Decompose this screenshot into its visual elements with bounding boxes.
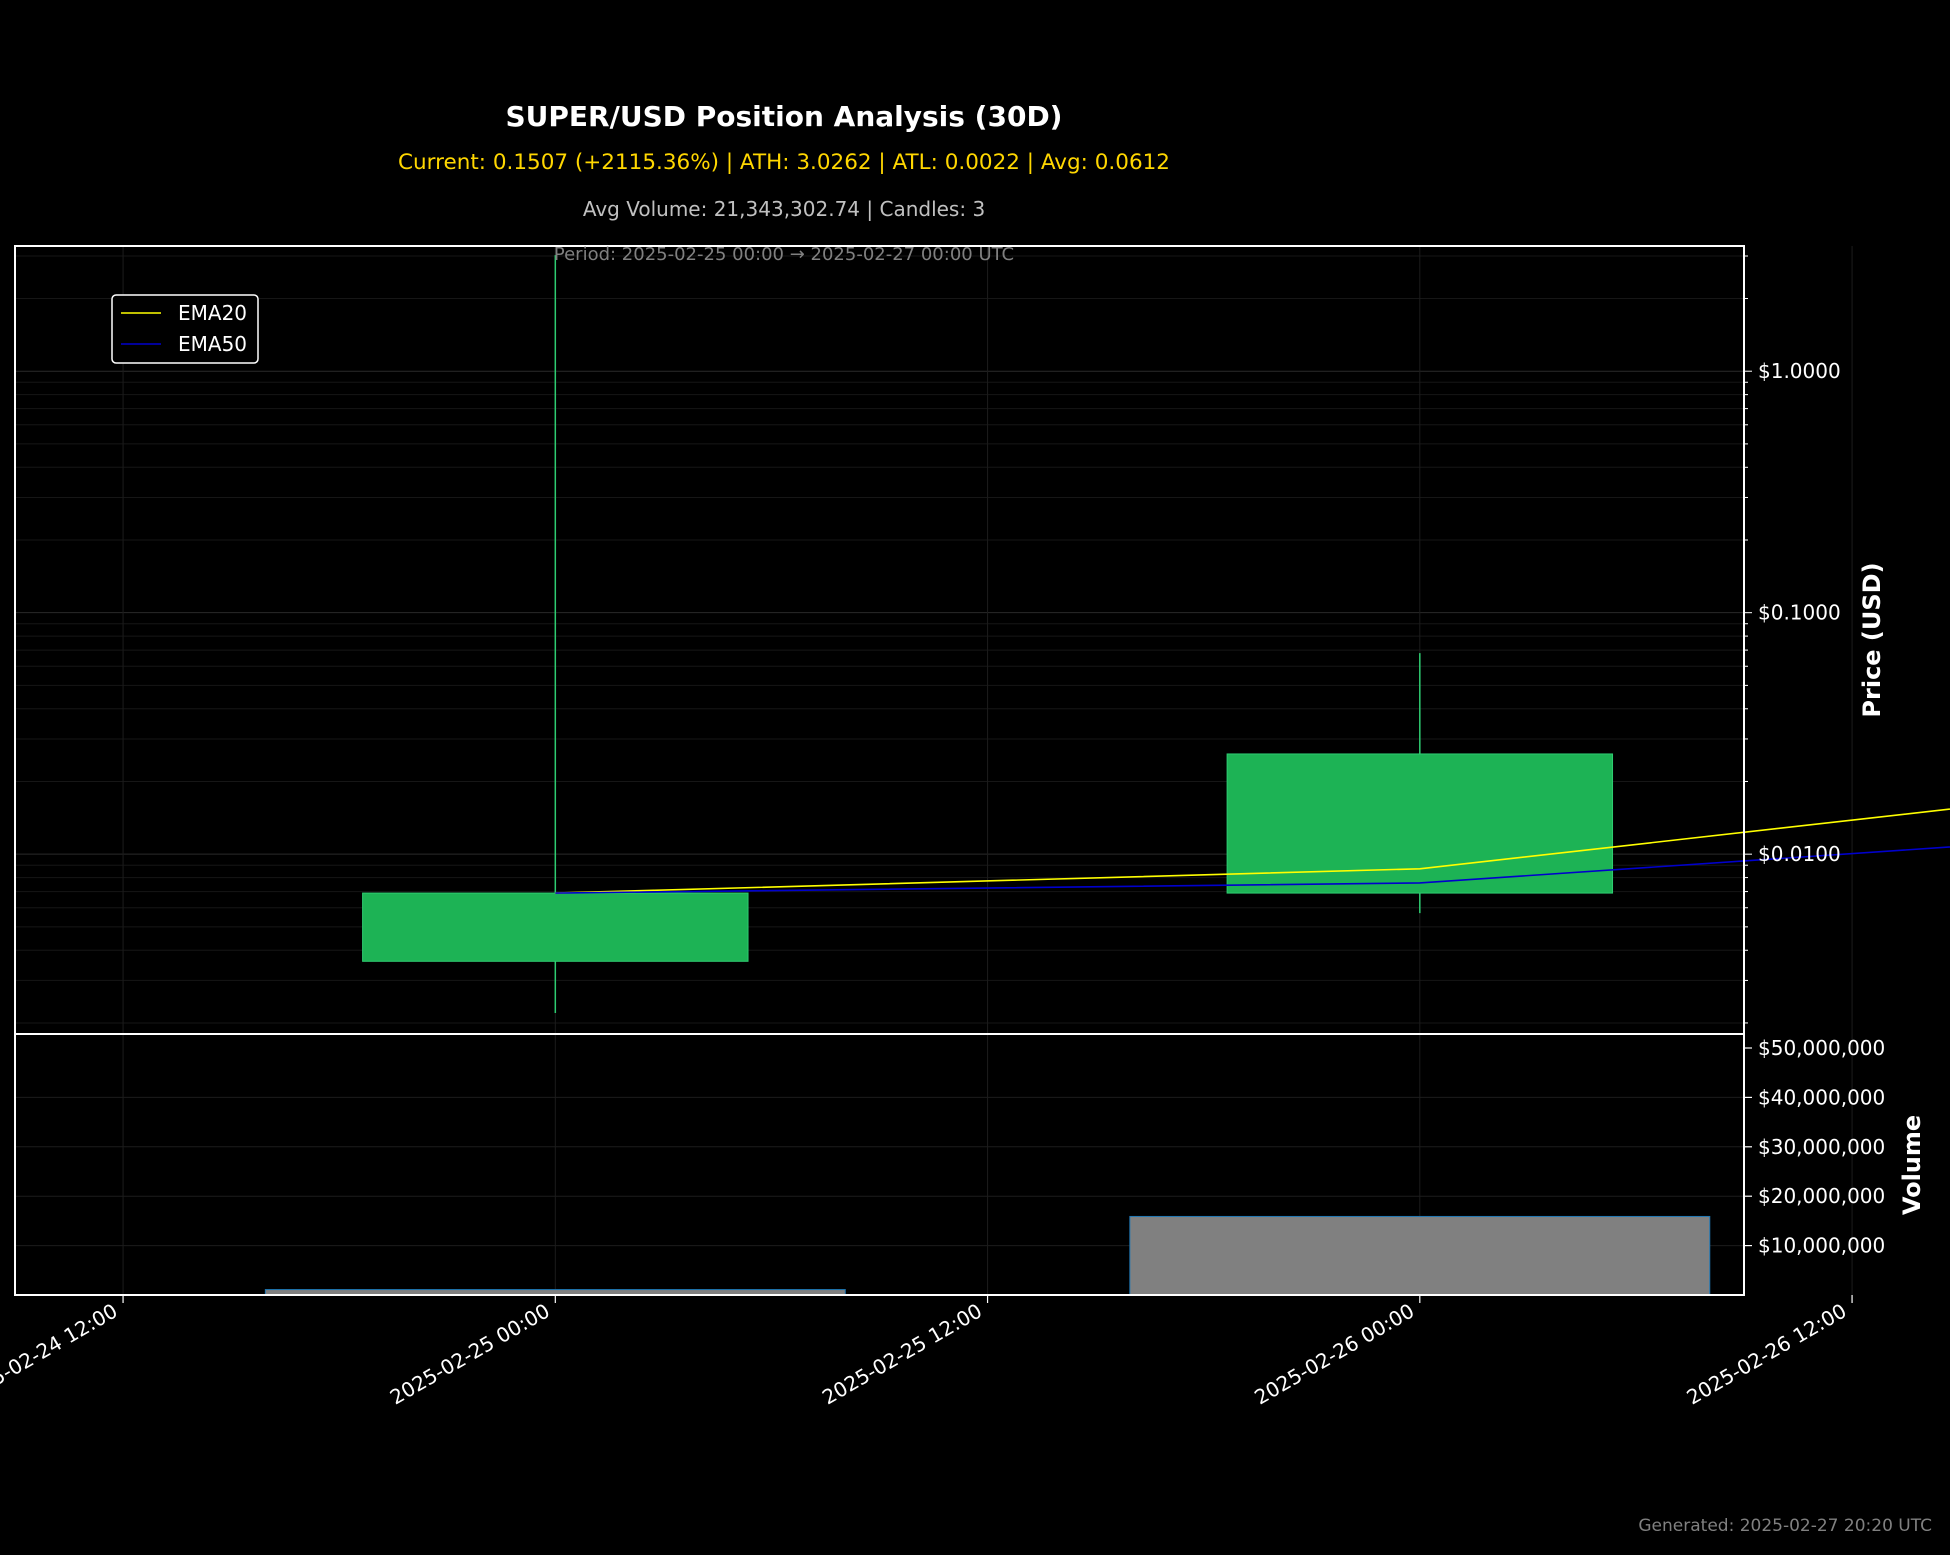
volume-bar — [1129, 1215, 1711, 1296]
legend-ema50-label: EMA50 — [178, 332, 247, 356]
price-panel-frame — [14, 245, 1745, 1035]
x-tick-label: 2025-02-26 00:00 — [1250, 1299, 1418, 1410]
grid — [15, 246, 1853, 1295]
price-axis-label: Price (USD) — [1858, 562, 1886, 717]
legend-box — [111, 294, 259, 364]
chart-period: Period: 2025-02-25 00:00 → 2025-02-27 00… — [553, 244, 1015, 265]
chart-title: SUPER/USD Position Analysis (30D) — [505, 100, 1063, 133]
volume-panel-frame — [14, 1033, 1745, 1296]
legend-ema20-label: EMA20 — [178, 301, 247, 325]
x-tick-label: 2025-02-25 12:00 — [818, 1299, 986, 1410]
volume-tick-label: $40,000,000 — [1758, 1085, 1885, 1109]
candle-body — [362, 892, 749, 962]
price-tick-label: $0.1000 — [1758, 601, 1841, 625]
x-tick-label: 2025-02-25 00:00 — [386, 1299, 554, 1410]
x-tick-label: 2025-02-24 12:00 — [0, 1299, 122, 1410]
ema20-line — [555, 808, 1950, 894]
volume-bars — [264, 1215, 1711, 1296]
legend: EMA20 EMA50 — [111, 294, 259, 364]
ema50-line — [555, 846, 1950, 894]
generated-timestamp: Generated: 2025-02-27 20:20 UTC — [1638, 1516, 1932, 1536]
x-tick-label: 2025-02-26 12:00 — [1682, 1299, 1850, 1410]
candles — [362, 255, 1614, 1013]
volume-tick-label: $50,000,000 — [1758, 1036, 1885, 1060]
candle-body — [1226, 753, 1614, 894]
volume-tick-label: $20,000,000 — [1758, 1184, 1885, 1208]
volume-axis-label: Volume — [1898, 1115, 1926, 1215]
chart-subtitle-volume: Avg Volume: 21,343,302.74 | Candles: 3 — [582, 197, 986, 221]
chart-subtitle-stats: Current: 0.1507 (+2115.36%) | ATH: 3.026… — [398, 150, 1170, 175]
price-tick-label: $0.0100 — [1758, 842, 1841, 866]
volume-tick-label: $30,000,000 — [1758, 1135, 1885, 1159]
volume-tick-label: $10,000,000 — [1758, 1234, 1885, 1258]
ema-lines — [555, 808, 1950, 894]
price-tick-label: $1.0000 — [1758, 359, 1841, 383]
